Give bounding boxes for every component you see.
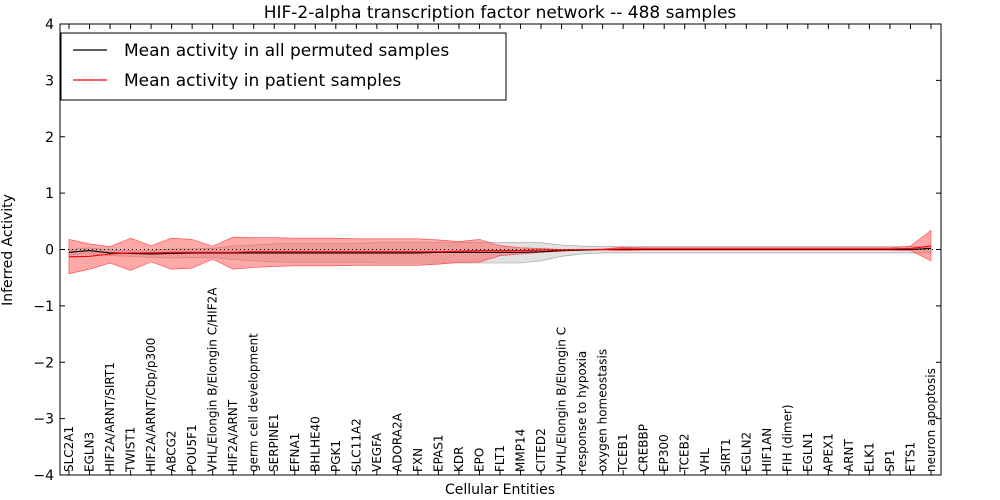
x-category-label: ARNT	[842, 438, 856, 472]
x-category-label: EGLN3	[83, 432, 97, 472]
x-category-label: PGK1	[329, 440, 343, 472]
chart-title: HIF-2-alpha transcription factor network…	[264, 3, 737, 23]
x-category-label: SLC2A1	[62, 426, 76, 472]
x-category-label: neuron apoptosis	[924, 368, 938, 472]
legend-label-permuted: Mean activity in all permuted samples	[124, 41, 449, 61]
x-category-label: CITED2	[534, 428, 548, 472]
x-category-label: BHLHE40	[308, 416, 322, 472]
x-category-label: germ cell development	[247, 333, 261, 472]
x-category-label: VEGFA	[370, 432, 384, 472]
x-category-label: FIH (dimer)	[780, 404, 794, 472]
y-axis-label: Inferred Activity	[0, 194, 16, 306]
x-category-label: EGLN2	[739, 432, 753, 472]
x-category-label: VHL	[698, 448, 712, 472]
x-category-label: VHL/Elongin B/Elongin C	[555, 327, 569, 472]
plot-area	[60, 229, 941, 275]
x-axis-categories: SLC2A1 EGLN3 HIF2A/ARNT/SIRT1 TWIST1 HIF2A/A…	[62, 24, 938, 475]
x-category-label: EP300	[657, 434, 671, 472]
patient-mean-line	[68, 245, 932, 258]
x-category-label: VHL/Elongin B/Elongin C/HIF2A	[206, 287, 220, 472]
x-category-label: POU5F1	[185, 424, 199, 472]
x-category-label: KDR	[452, 447, 466, 472]
x-category-label: EGLN1	[801, 432, 815, 472]
x-category-label: response to hypoxia	[575, 351, 589, 472]
x-category-label: SLC11A2	[349, 418, 363, 472]
x-category-label: MMP14	[514, 429, 528, 472]
x-category-label: HIF1AN	[760, 428, 774, 472]
legend: Mean activity in all permuted samples Me…	[60, 32, 507, 101]
x-category-label: ADORA2A	[390, 412, 404, 472]
x-category-label: EFNA1	[288, 433, 302, 472]
x-axis-label: Cellular Entities	[445, 482, 555, 498]
x-category-label: CREBBP	[637, 424, 651, 472]
x-category-label: HIF2A/ARNT	[226, 399, 240, 472]
y-tick-label: −3	[33, 412, 54, 428]
x-category-label: oxygen homeostasis	[596, 349, 610, 472]
y-tick-label: 4	[45, 17, 54, 33]
x-category-label: TWIST1	[124, 427, 138, 473]
legend-label-patient: Mean activity in patient samples	[124, 71, 401, 91]
x-category-label: FXN	[411, 448, 425, 472]
y-tick-label: −2	[33, 355, 54, 371]
y-tick-label: −1	[33, 299, 54, 315]
x-category-label: APEX1	[821, 433, 835, 472]
x-category-label: SERPINE1	[267, 413, 281, 472]
x-category-label: ETS1	[904, 442, 918, 472]
y-tick-label: −4	[33, 468, 54, 484]
y-tick-label: 2	[45, 130, 54, 146]
y-tick-label: 1	[45, 186, 54, 202]
x-category-label: SP1	[883, 450, 897, 473]
x-category-label: EPO	[473, 448, 487, 472]
x-category-label: TCEB1	[616, 434, 630, 473]
y-axis: −4 −3 −2 −1 0 1 2 3 4	[33, 17, 941, 484]
x-category-label: SIRT1	[719, 438, 733, 472]
x-category-label: EPAS1	[431, 434, 445, 472]
x-category-label: HIF2A/ARNT/SIRT1	[103, 362, 117, 472]
x-category-label: TCEB2	[678, 434, 692, 473]
legend-box	[60, 32, 507, 101]
x-category-label: ABCG2	[165, 430, 179, 472]
y-tick-label: 0	[45, 243, 54, 259]
x-category-label: FLT1	[493, 445, 507, 472]
x-category-label: HIF2A/ARNT/Cbp/p300	[144, 338, 158, 472]
permuted-mean-line	[68, 247, 932, 255]
x-category-label: ELK1	[862, 442, 876, 472]
y-tick-label: 3	[45, 73, 54, 89]
